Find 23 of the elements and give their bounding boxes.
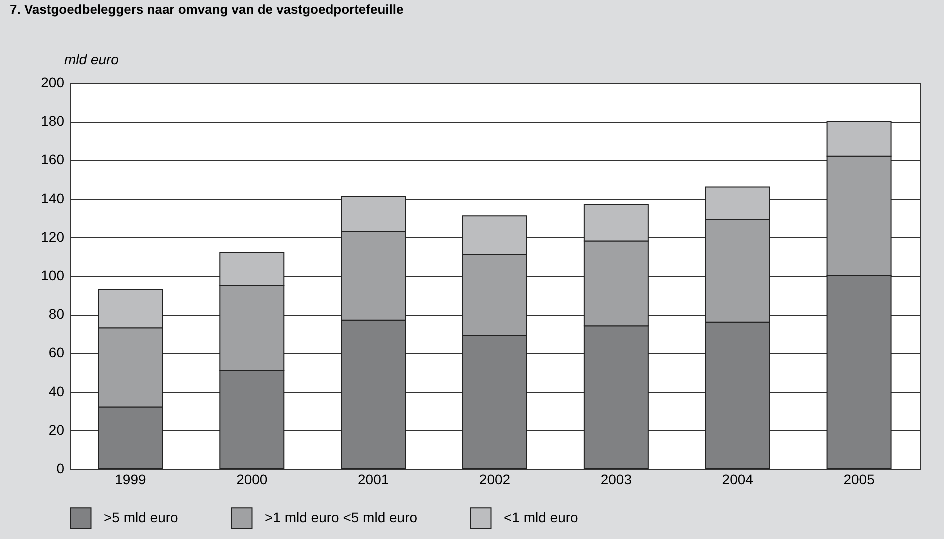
x-tick-label: 2001	[358, 472, 390, 488]
x-tick-label: 2002	[479, 472, 511, 488]
y-tick-label: 60	[48, 344, 65, 361]
y-tick-label: 20	[48, 422, 65, 438]
x-tick-label: 2004	[722, 472, 754, 488]
y-tick-label: 140	[41, 190, 65, 206]
y-tick-label: 40	[48, 383, 65, 400]
x-tick-label: 2005	[844, 472, 876, 488]
y-tick-label: 160	[41, 152, 65, 168]
y-tick-label: 180	[41, 113, 65, 130]
x-tick-label: 2003	[600, 472, 632, 488]
y-tick-label: 120	[41, 228, 65, 245]
legend-label: >5 mld euro	[104, 509, 179, 526]
y-tick-label: 0	[56, 460, 65, 476]
chart-title: 7. Vastgoedbeleggers naar omvang van de vastgoedportefeuille	[10, 2, 404, 17]
y-axis-title: mld euro	[64, 52, 120, 68]
x-tick-label: 1999	[115, 472, 146, 488]
y-tick-label: 200	[41, 74, 65, 90]
x-tick-label: 2000	[236, 472, 268, 488]
y-tick-label: 100	[41, 268, 65, 284]
legend-label: <1 mld euro	[504, 509, 579, 526]
legend-label: >1 mld euro <5 mld euro	[265, 509, 418, 526]
y-tick-label: 80	[48, 306, 65, 322]
